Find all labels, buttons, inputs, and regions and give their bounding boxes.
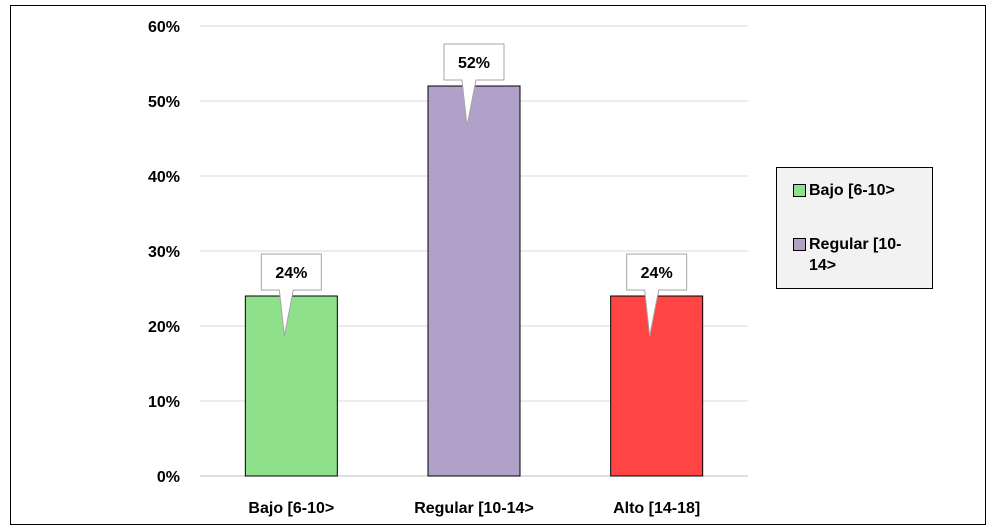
y-tick-label: 20% [148, 319, 180, 336]
data-label-callout [260, 253, 322, 337]
data-labels: 24% 52% 24% [260, 43, 688, 337]
x-axis: Bajo [6-10> Regular [10-14> Alto [14-18] [248, 500, 700, 517]
y-tick-label: 40% [148, 169, 180, 186]
y-tick-label: 60% [148, 19, 180, 36]
data-label: 52% [458, 55, 490, 72]
data-label: 24% [641, 265, 673, 282]
bar [427, 85, 521, 477]
y-tick-label: 10% [148, 394, 180, 411]
legend-item-regular: Regular [10-14> [793, 234, 928, 276]
x-category-label: Alto [14-18] [613, 500, 700, 517]
legend-swatch-regular [793, 238, 806, 251]
data-label-callout [626, 253, 688, 337]
y-tick-label: 30% [148, 244, 180, 261]
y-axis: 0% 10% 20% 30% 40% 50% 60% [148, 19, 180, 486]
y-tick-label: 50% [148, 94, 180, 111]
data-label-callout [443, 43, 505, 127]
bars [244, 85, 704, 477]
legend-label-regular: Regular [10-14> [809, 236, 902, 274]
legend-item-bajo: Bajo [6-10> [793, 180, 928, 201]
y-tick-label: 0% [157, 469, 180, 486]
bar [244, 295, 338, 477]
data-label: 24% [275, 265, 307, 282]
bar [610, 295, 704, 477]
legend-label-bajo: Bajo [6-10> [809, 182, 895, 199]
x-category-label: Regular [10-14> [414, 500, 534, 517]
legend-swatch-bajo [793, 184, 806, 197]
x-category-label: Bajo [6-10> [248, 500, 334, 517]
legend: Bajo [6-10> Regular [10-14> [776, 167, 933, 289]
